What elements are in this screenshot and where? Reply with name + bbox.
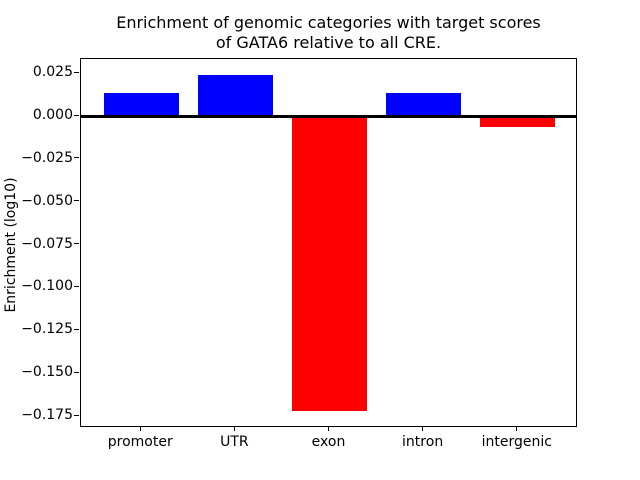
y-tick-label: −0.025 <box>21 149 73 166</box>
x-tick-mark <box>233 426 235 431</box>
y-tick-mark <box>74 71 79 73</box>
y-tick-label: −0.125 <box>21 321 73 338</box>
bar-UTR <box>197 75 274 116</box>
y-tick-label: −0.075 <box>21 235 73 252</box>
y-tick-label: −0.050 <box>21 192 73 209</box>
zero-axis-line <box>81 114 576 118</box>
y-tick-mark <box>74 200 79 202</box>
x-tick-label-intron: intron <box>402 434 444 450</box>
y-tick-mark <box>74 328 79 330</box>
bar-exon <box>291 116 368 412</box>
x-tick-label-exon: exon <box>311 434 346 450</box>
y-tick-mark <box>74 285 79 287</box>
x-tick-mark <box>516 426 518 431</box>
chart-title-line2: of GATA6 relative to all CRE. <box>215 33 442 52</box>
chart-title: Enrichment of genomic categories with ta… <box>80 13 577 53</box>
x-tick-label-UTR: UTR <box>220 434 249 450</box>
y-tick-label: −0.150 <box>21 364 73 381</box>
y-tick-label: −0.175 <box>21 407 73 423</box>
chart-title-line1: Enrichment of genomic categories with ta… <box>116 13 541 32</box>
y-tick-mark <box>74 371 79 373</box>
y-tick-label: −0.100 <box>21 278 73 295</box>
x-tick-mark <box>139 426 141 431</box>
y-tick-mark <box>74 414 79 416</box>
x-tick-label-intergenic: intergenic <box>481 434 552 450</box>
y-tick-label: 0.000 <box>32 107 73 123</box>
bar-intron <box>385 93 462 116</box>
y-tick-label: 0.025 <box>32 64 73 81</box>
x-tick-label-promoter: promoter <box>107 434 173 450</box>
plot-area <box>80 58 577 427</box>
y-tick-mark <box>74 114 79 116</box>
y-tick-mark <box>74 243 79 245</box>
bar-intergenic <box>480 116 556 127</box>
bar-promoter <box>103 93 179 116</box>
y-tick-mark <box>74 157 79 159</box>
x-tick-mark <box>328 426 329 431</box>
x-tick-mark <box>422 426 424 431</box>
